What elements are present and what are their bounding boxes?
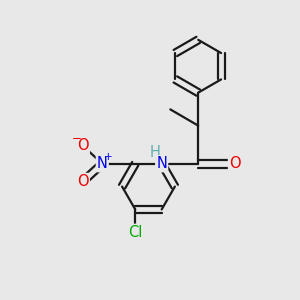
Text: O: O	[77, 138, 89, 153]
Text: N: N	[97, 156, 108, 171]
Text: N: N	[156, 156, 167, 171]
Text: O: O	[77, 174, 89, 189]
Text: +: +	[104, 152, 113, 162]
Text: H: H	[150, 145, 160, 160]
Text: Cl: Cl	[128, 225, 142, 240]
Text: −: −	[71, 132, 81, 145]
Text: O: O	[229, 156, 241, 171]
